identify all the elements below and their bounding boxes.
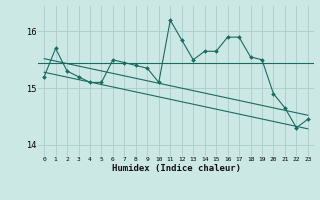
X-axis label: Humidex (Indice chaleur): Humidex (Indice chaleur): [111, 164, 241, 173]
